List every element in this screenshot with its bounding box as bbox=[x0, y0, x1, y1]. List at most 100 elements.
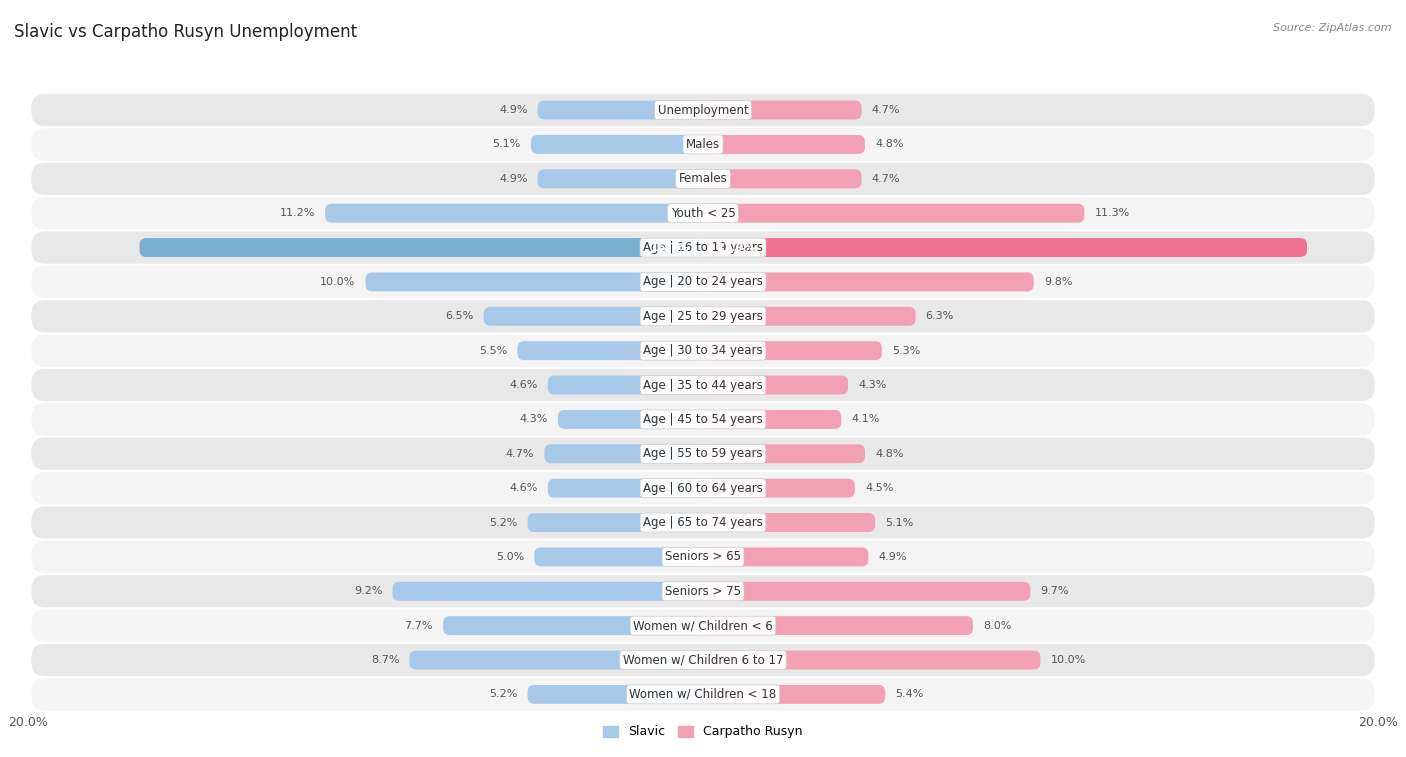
FancyBboxPatch shape bbox=[703, 273, 1033, 291]
Text: Age | 45 to 54 years: Age | 45 to 54 years bbox=[643, 413, 763, 426]
FancyBboxPatch shape bbox=[31, 335, 1375, 367]
Text: 16.7%: 16.7% bbox=[651, 242, 689, 253]
Text: Age | 20 to 24 years: Age | 20 to 24 years bbox=[643, 276, 763, 288]
FancyBboxPatch shape bbox=[31, 266, 1375, 298]
Text: 11.2%: 11.2% bbox=[280, 208, 315, 218]
Text: Women w/ Children < 18: Women w/ Children < 18 bbox=[630, 688, 776, 701]
FancyBboxPatch shape bbox=[703, 238, 1308, 257]
FancyBboxPatch shape bbox=[31, 232, 1375, 263]
FancyBboxPatch shape bbox=[31, 438, 1375, 470]
FancyBboxPatch shape bbox=[392, 582, 703, 601]
FancyBboxPatch shape bbox=[31, 300, 1375, 332]
Text: Age | 55 to 59 years: Age | 55 to 59 years bbox=[643, 447, 763, 460]
FancyBboxPatch shape bbox=[703, 135, 865, 154]
FancyBboxPatch shape bbox=[534, 547, 703, 566]
FancyBboxPatch shape bbox=[703, 375, 848, 394]
Text: 5.5%: 5.5% bbox=[479, 346, 508, 356]
FancyBboxPatch shape bbox=[31, 506, 1375, 539]
FancyBboxPatch shape bbox=[31, 197, 1375, 229]
Text: Age | 25 to 29 years: Age | 25 to 29 years bbox=[643, 310, 763, 322]
FancyBboxPatch shape bbox=[703, 410, 841, 429]
Text: 11.3%: 11.3% bbox=[1094, 208, 1129, 218]
Text: Age | 30 to 34 years: Age | 30 to 34 years bbox=[643, 344, 763, 357]
FancyBboxPatch shape bbox=[531, 135, 703, 154]
Text: 9.7%: 9.7% bbox=[1040, 586, 1069, 597]
Text: 8.0%: 8.0% bbox=[983, 621, 1011, 631]
Text: 4.9%: 4.9% bbox=[499, 105, 527, 115]
Text: 6.5%: 6.5% bbox=[446, 311, 474, 321]
Text: 4.5%: 4.5% bbox=[865, 483, 893, 493]
FancyBboxPatch shape bbox=[548, 478, 703, 497]
FancyBboxPatch shape bbox=[527, 513, 703, 532]
FancyBboxPatch shape bbox=[409, 650, 703, 669]
FancyBboxPatch shape bbox=[443, 616, 703, 635]
Text: Women w/ Children < 6: Women w/ Children < 6 bbox=[633, 619, 773, 632]
Text: Age | 35 to 44 years: Age | 35 to 44 years bbox=[643, 378, 763, 391]
FancyBboxPatch shape bbox=[703, 444, 865, 463]
Text: Youth < 25: Youth < 25 bbox=[671, 207, 735, 220]
FancyBboxPatch shape bbox=[703, 170, 862, 188]
Text: 9.8%: 9.8% bbox=[1043, 277, 1073, 287]
Text: Unemployment: Unemployment bbox=[658, 104, 748, 117]
FancyBboxPatch shape bbox=[366, 273, 703, 291]
FancyBboxPatch shape bbox=[703, 616, 973, 635]
Text: 5.3%: 5.3% bbox=[891, 346, 920, 356]
Text: 10.0%: 10.0% bbox=[321, 277, 356, 287]
Text: 4.1%: 4.1% bbox=[852, 414, 880, 425]
FancyBboxPatch shape bbox=[31, 644, 1375, 676]
FancyBboxPatch shape bbox=[537, 101, 703, 120]
Text: 4.6%: 4.6% bbox=[509, 380, 537, 390]
Text: Source: ZipAtlas.com: Source: ZipAtlas.com bbox=[1274, 23, 1392, 33]
FancyBboxPatch shape bbox=[703, 650, 1040, 669]
Text: 4.8%: 4.8% bbox=[875, 449, 904, 459]
FancyBboxPatch shape bbox=[703, 547, 869, 566]
Text: 4.3%: 4.3% bbox=[519, 414, 548, 425]
FancyBboxPatch shape bbox=[31, 575, 1375, 607]
Text: Slavic vs Carpatho Rusyn Unemployment: Slavic vs Carpatho Rusyn Unemployment bbox=[14, 23, 357, 41]
FancyBboxPatch shape bbox=[558, 410, 703, 429]
Text: 9.2%: 9.2% bbox=[354, 586, 382, 597]
FancyBboxPatch shape bbox=[31, 678, 1375, 711]
Text: 4.3%: 4.3% bbox=[858, 380, 887, 390]
Text: Males: Males bbox=[686, 138, 720, 151]
Text: 5.2%: 5.2% bbox=[489, 518, 517, 528]
Text: 4.6%: 4.6% bbox=[509, 483, 537, 493]
FancyBboxPatch shape bbox=[31, 540, 1375, 573]
FancyBboxPatch shape bbox=[703, 341, 882, 360]
FancyBboxPatch shape bbox=[31, 472, 1375, 504]
FancyBboxPatch shape bbox=[325, 204, 703, 223]
Text: 5.2%: 5.2% bbox=[489, 690, 517, 699]
Text: 4.9%: 4.9% bbox=[879, 552, 907, 562]
FancyBboxPatch shape bbox=[139, 238, 703, 257]
Text: Seniors > 75: Seniors > 75 bbox=[665, 584, 741, 598]
FancyBboxPatch shape bbox=[703, 685, 886, 704]
FancyBboxPatch shape bbox=[703, 513, 875, 532]
Text: Seniors > 65: Seniors > 65 bbox=[665, 550, 741, 563]
FancyBboxPatch shape bbox=[31, 94, 1375, 126]
Text: Age | 16 to 19 years: Age | 16 to 19 years bbox=[643, 241, 763, 254]
FancyBboxPatch shape bbox=[703, 204, 1084, 223]
Text: 5.1%: 5.1% bbox=[886, 518, 914, 528]
Text: Age | 65 to 74 years: Age | 65 to 74 years bbox=[643, 516, 763, 529]
FancyBboxPatch shape bbox=[484, 307, 703, 326]
FancyBboxPatch shape bbox=[703, 478, 855, 497]
Text: 4.7%: 4.7% bbox=[872, 105, 900, 115]
FancyBboxPatch shape bbox=[703, 582, 1031, 601]
FancyBboxPatch shape bbox=[31, 163, 1375, 195]
Text: 5.0%: 5.0% bbox=[496, 552, 524, 562]
Text: 10.0%: 10.0% bbox=[1050, 655, 1085, 665]
Text: 4.9%: 4.9% bbox=[499, 174, 527, 184]
Text: 4.8%: 4.8% bbox=[875, 139, 904, 149]
Text: 4.7%: 4.7% bbox=[872, 174, 900, 184]
Text: Females: Females bbox=[679, 173, 727, 185]
FancyBboxPatch shape bbox=[31, 403, 1375, 435]
Text: 17.9%: 17.9% bbox=[717, 242, 755, 253]
Text: 7.7%: 7.7% bbox=[405, 621, 433, 631]
FancyBboxPatch shape bbox=[31, 609, 1375, 642]
FancyBboxPatch shape bbox=[544, 444, 703, 463]
FancyBboxPatch shape bbox=[31, 369, 1375, 401]
FancyBboxPatch shape bbox=[548, 375, 703, 394]
Text: 5.4%: 5.4% bbox=[896, 690, 924, 699]
Text: 8.7%: 8.7% bbox=[371, 655, 399, 665]
FancyBboxPatch shape bbox=[517, 341, 703, 360]
